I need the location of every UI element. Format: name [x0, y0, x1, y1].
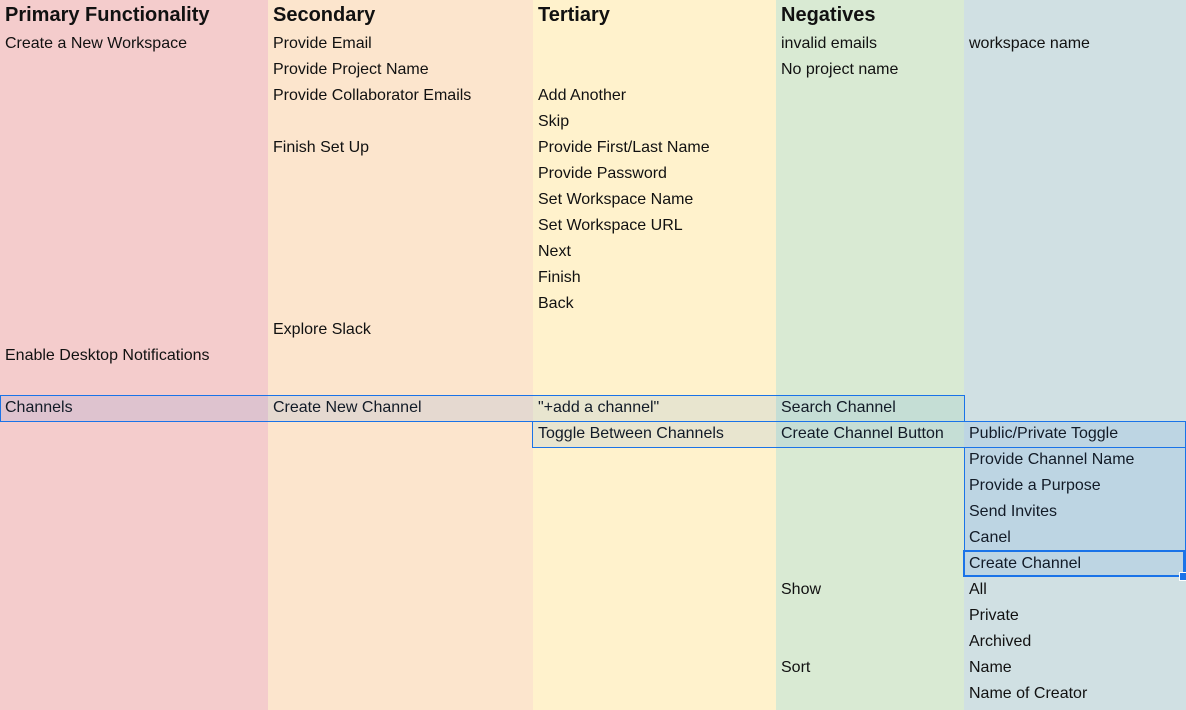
header-cell-secondary[interactable]: Secondary — [273, 4, 376, 26]
cell[interactable]: Private — [969, 607, 1019, 624]
cell[interactable]: Back — [538, 295, 574, 312]
cell[interactable]: Skip — [538, 113, 570, 130]
cell[interactable]: Provide Email — [273, 35, 372, 52]
header-cell-primary[interactable]: Primary Functionality — [5, 4, 210, 26]
cell[interactable]: Explore Slack — [273, 321, 371, 338]
cell[interactable]: Name — [969, 659, 1012, 676]
cell[interactable]: Provide Collaborator Emails — [273, 87, 472, 104]
header-cell-negatives[interactable]: Negatives — [781, 4, 876, 26]
cell[interactable]: Provide First/Last Name — [538, 139, 710, 156]
cell[interactable]: Next — [538, 243, 571, 260]
cell[interactable]: Create New Channel — [273, 399, 422, 416]
cell[interactable]: Send Invites — [969, 503, 1058, 520]
cell[interactable]: Provide Channel Name — [969, 451, 1135, 468]
cell[interactable]: Set Workspace URL — [538, 217, 683, 234]
cell[interactable]: Enable Desktop Notifications — [5, 347, 210, 364]
cell[interactable]: invalid emails — [781, 35, 878, 52]
cell[interactable]: No project name — [781, 61, 899, 78]
cell[interactable]: Create Channel — [969, 555, 1082, 572]
column-primary — [0, 0, 268, 710]
cell[interactable]: Toggle Between Channels — [538, 425, 724, 442]
cell[interactable]: Create Channel Button — [781, 425, 944, 442]
cell[interactable]: Provide Password — [538, 165, 667, 182]
cell[interactable]: Finish — [538, 269, 581, 286]
cell[interactable]: All — [969, 581, 987, 598]
cell[interactable]: workspace name — [969, 35, 1090, 52]
header-cell-tertiary[interactable]: Tertiary — [538, 4, 610, 26]
cell[interactable]: Public/Private Toggle — [969, 425, 1119, 442]
cell[interactable]: Create a New Workspace — [5, 35, 187, 52]
cell[interactable]: Sort — [781, 659, 811, 676]
cell[interactable]: Name of Creator — [969, 685, 1088, 702]
cell[interactable]: "+add a channel" — [538, 399, 660, 416]
header-cell-extra[interactable] — [964, 0, 1186, 31]
cell[interactable]: Search Channel — [781, 399, 896, 416]
cell[interactable]: Archived — [969, 633, 1032, 650]
cell[interactable]: Provide a Purpose — [969, 477, 1101, 494]
column-extra — [964, 0, 1186, 710]
cell[interactable]: Canel — [969, 529, 1011, 546]
fill-handle[interactable] — [1179, 572, 1186, 581]
cell[interactable]: Set Workspace Name — [538, 191, 694, 208]
column-tertiary — [533, 0, 776, 710]
cell[interactable]: Finish Set Up — [273, 139, 370, 156]
cell[interactable]: Channels — [5, 399, 73, 416]
cell[interactable]: Add Another — [538, 87, 627, 104]
cell[interactable]: Show — [781, 581, 822, 598]
column-secondary — [268, 0, 533, 710]
cell[interactable]: Provide Project Name — [273, 61, 429, 78]
column-negatives — [776, 0, 964, 710]
